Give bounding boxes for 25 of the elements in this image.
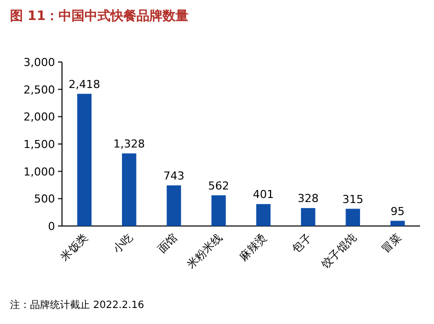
y-tick-label: 0	[48, 220, 55, 233]
x-tick-label: 米粉米线	[184, 230, 225, 272]
x-tick-label: 包子	[290, 230, 314, 256]
y-tick-label: 1,500	[24, 138, 55, 151]
x-tick-label: 米饭类	[58, 230, 90, 264]
data-label: 401	[252, 188, 274, 202]
x-tick-label: 面馆	[155, 230, 180, 256]
data-label: 562	[208, 179, 230, 192]
y-tick-label: 2,500	[24, 83, 55, 96]
data-label: 743	[163, 169, 184, 182]
y-tick-label: 1,000	[24, 165, 55, 178]
x-tick-label: 麻辣烫	[236, 230, 270, 264]
data-label: 1,328	[113, 137, 145, 150]
y-tick-label: 2,000	[24, 110, 55, 124]
title: 图 11：中国中式快餐品牌数量	[10, 9, 189, 24]
data-label: 328	[298, 192, 319, 206]
x-tick-label: 冒菜	[379, 230, 404, 256]
text: 注：品牌统计截止 2022.2.16	[10, 299, 144, 311]
data-label: 95	[390, 204, 405, 218]
data-label: 2,418	[68, 78, 100, 91]
x-tick-label: 饺子馄饨	[318, 230, 359, 272]
y-tick-label: 3,000	[24, 56, 55, 69]
data-label: 315	[342, 192, 364, 206]
x-tick-label: 小吃	[110, 230, 136, 256]
y-tick-label: 500	[34, 192, 55, 206]
